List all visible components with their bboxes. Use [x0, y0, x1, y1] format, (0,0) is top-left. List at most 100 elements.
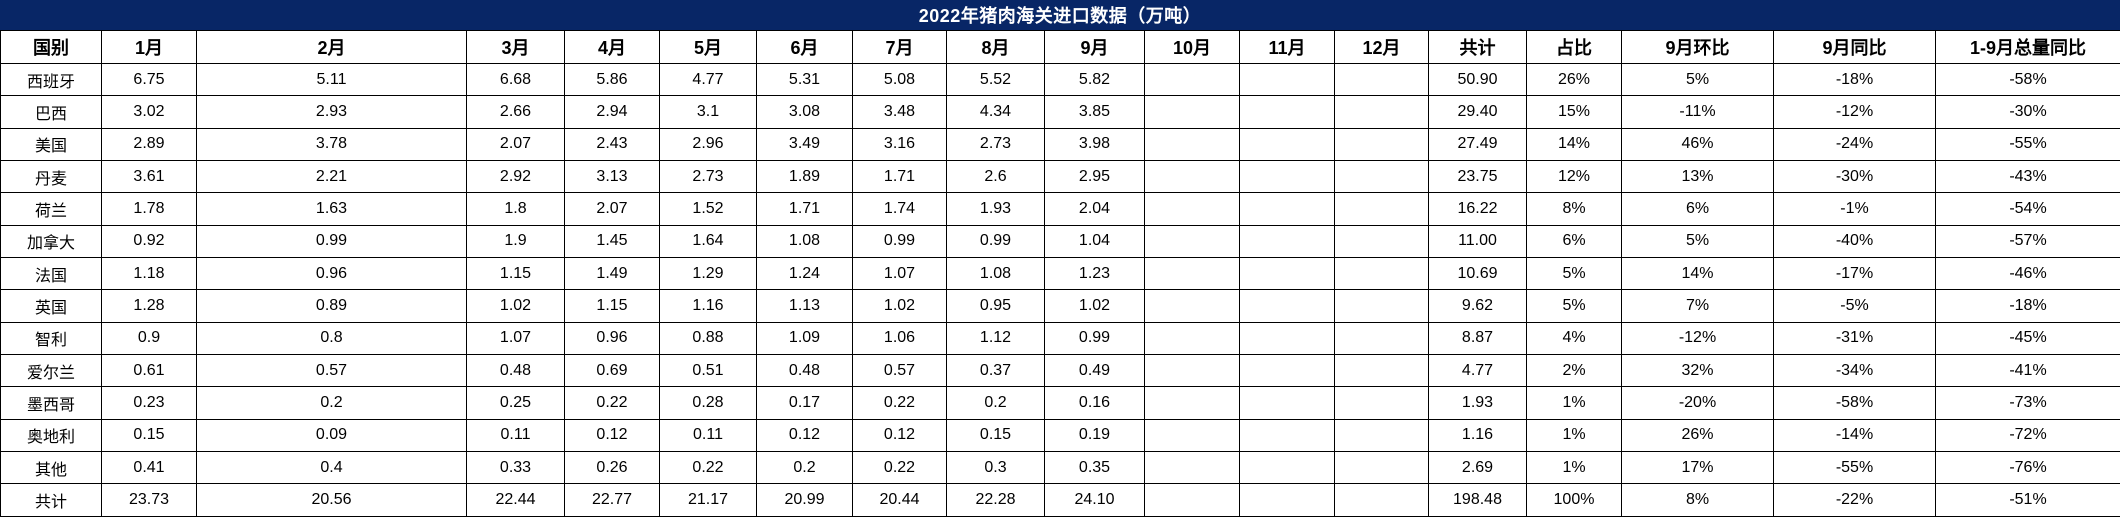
- data-cell: -18%: [1773, 62, 1936, 97]
- data-cell: 5.11: [196, 62, 467, 97]
- data-cell: 0.09: [196, 418, 467, 453]
- data-cell: 2.95: [1044, 160, 1145, 194]
- data-cell: 1.28: [101, 289, 197, 323]
- data-cell: -55%: [1935, 127, 2120, 162]
- header-cell: 7月: [852, 30, 947, 64]
- data-cell: 17%: [1621, 451, 1774, 485]
- data-cell: 1.12: [946, 321, 1045, 356]
- data-cell: 0.22: [852, 451, 947, 485]
- data-cell: [1334, 321, 1429, 356]
- data-cell: [1334, 354, 1429, 388]
- data-cell: -5%: [1773, 289, 1936, 323]
- data-cell: [1334, 257, 1429, 291]
- data-cell: [1334, 224, 1429, 259]
- data-cell: -46%: [1935, 257, 2120, 291]
- data-cell: -20%: [1621, 386, 1774, 420]
- header-cell: 11月: [1239, 30, 1335, 64]
- data-cell: -43%: [1935, 160, 2120, 194]
- table-row: 奥地利 0.15 0.09 0.11 0.12 0.11 0.12 0.12 0.15 0.19 1…: [0, 418, 2120, 453]
- data-cell: 0.33: [466, 451, 565, 485]
- data-cell: [1144, 224, 1240, 259]
- data-cell: 1.52: [659, 192, 757, 226]
- data-cell: 8.87: [1428, 321, 1527, 356]
- data-cell: 1.02: [1044, 289, 1145, 323]
- data-cell: 8%: [1621, 483, 1774, 517]
- data-cell: 15%: [1526, 95, 1622, 129]
- data-cell: 0.41: [101, 451, 197, 485]
- data-cell: -34%: [1773, 354, 1936, 388]
- data-cell: 0.12: [852, 418, 947, 453]
- header-cell: 10月: [1144, 30, 1240, 64]
- data-cell: 22.77: [564, 483, 660, 517]
- data-cell: [1239, 321, 1335, 356]
- data-cell: 0.22: [564, 386, 660, 420]
- data-cell: 5.82: [1044, 62, 1145, 97]
- row-label: 荷兰: [0, 192, 102, 226]
- data-cell: 0.99: [946, 224, 1045, 259]
- data-cell: 1.93: [946, 192, 1045, 226]
- header-cell: 6月: [756, 30, 853, 64]
- data-cell: 0.48: [756, 354, 853, 388]
- data-cell: 5.31: [756, 62, 853, 97]
- data-cell: -18%: [1935, 289, 2120, 323]
- data-cell: 2.6: [946, 160, 1045, 194]
- data-cell: 1.02: [466, 289, 565, 323]
- data-cell: 1.04: [1044, 224, 1145, 259]
- data-cell: [1144, 160, 1240, 194]
- data-cell: -30%: [1773, 160, 1936, 194]
- data-cell: 0.99: [1044, 321, 1145, 356]
- data-cell: [1144, 192, 1240, 226]
- data-cell: 0.26: [564, 451, 660, 485]
- data-cell: 2.94: [564, 95, 660, 129]
- data-cell: 14%: [1526, 127, 1622, 162]
- data-cell: 2.92: [466, 160, 565, 194]
- row-label: 巴西: [0, 95, 102, 129]
- data-cell: 13%: [1621, 160, 1774, 194]
- data-cell: 3.49: [756, 127, 853, 162]
- header-cell: 4月: [564, 30, 660, 64]
- data-cell: 2.73: [946, 127, 1045, 162]
- data-cell: 1.16: [659, 289, 757, 323]
- data-cell: 0.61: [101, 354, 197, 388]
- data-cell: 0.11: [659, 418, 757, 453]
- data-cell: 5.08: [852, 62, 947, 97]
- table-row: 西班牙 6.75 5.11 6.68 5.86 4.77 5.31 5.08 5.52 5.82 5…: [0, 62, 2120, 97]
- data-cell: 1.29: [659, 257, 757, 291]
- data-cell: 4.77: [1428, 354, 1527, 388]
- data-cell: 1.23: [1044, 257, 1145, 291]
- data-cell: [1144, 95, 1240, 129]
- data-cell: 1%: [1526, 451, 1622, 485]
- data-cell: -40%: [1773, 224, 1936, 259]
- data-cell: 198.48: [1428, 483, 1527, 517]
- data-cell: 2%: [1526, 354, 1622, 388]
- data-cell: 2.43: [564, 127, 660, 162]
- data-cell: 3.13: [564, 160, 660, 194]
- data-cell: 2.89: [101, 127, 197, 162]
- data-cell: 1.07: [466, 321, 565, 356]
- table-title: 2022年猪肉海关进口数据（万吨）: [0, 0, 2120, 30]
- row-label: 丹麦: [0, 160, 102, 194]
- header-cell: 1月: [101, 30, 197, 64]
- row-label: 其他: [0, 451, 102, 485]
- data-cell: 1.93: [1428, 386, 1527, 420]
- data-cell: 0.96: [564, 321, 660, 356]
- data-cell: 21.17: [659, 483, 757, 517]
- header-cell: 12月: [1334, 30, 1429, 64]
- table-row: 爱尔兰 0.61 0.57 0.48 0.69 0.51 0.48 0.57 0.37 0.49 4…: [0, 354, 2120, 388]
- data-cell: -55%: [1773, 451, 1936, 485]
- data-cell: 5.86: [564, 62, 660, 97]
- data-cell: 12%: [1526, 160, 1622, 194]
- data-cell: 0.15: [101, 418, 197, 453]
- data-cell: 5%: [1621, 62, 1774, 97]
- data-cell: [1144, 62, 1240, 97]
- data-cell: [1144, 451, 1240, 485]
- data-cell: -57%: [1935, 224, 2120, 259]
- data-cell: [1239, 483, 1335, 517]
- data-cell: 1.18: [101, 257, 197, 291]
- data-cell: -22%: [1773, 483, 1936, 517]
- table-row: 墨西哥 0.23 0.2 0.25 0.22 0.28 0.17 0.22 0.2 0.16 1.9…: [0, 386, 2120, 420]
- row-label: 美国: [0, 127, 102, 162]
- data-cell: [1144, 354, 1240, 388]
- data-cell: 2.21: [196, 160, 467, 194]
